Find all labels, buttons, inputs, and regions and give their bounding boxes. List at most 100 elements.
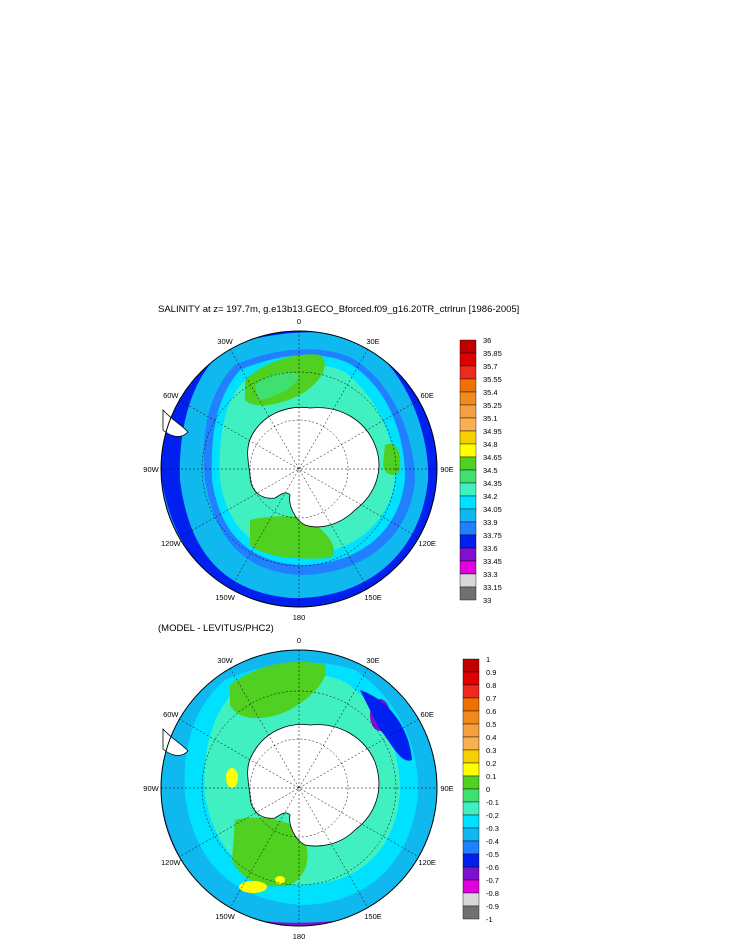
longitude-label: 90W (143, 465, 159, 474)
colorbar-label: 33.75 (483, 531, 502, 540)
salinity-map (160, 330, 438, 608)
colorbar-label: 0.5 (486, 720, 496, 729)
colorbar-label: 34.2 (483, 492, 498, 501)
colorbar-swatch (459, 495, 477, 510)
longitude-label: 150W (215, 593, 236, 602)
colorbar-label: -0.6 (486, 863, 499, 872)
colorbar-label: 34.05 (483, 505, 502, 514)
colorbar-label: 1 (486, 655, 490, 664)
colorbar-swatch (462, 775, 480, 790)
colorbar-swatch (459, 430, 477, 445)
colorbar-label: 34.5 (483, 466, 498, 475)
colorbar-swatch (462, 658, 480, 673)
colorbar-swatch (462, 762, 480, 777)
colorbar-difference: 1 0.9 0.8 0.7 0.6 0.5 0.4 0.3 0.2 0.1 0 -0.1 -0.2 -0.… (462, 655, 499, 924)
colorbar-label: 0.7 (486, 694, 496, 703)
colorbar-label: 0.4 (486, 733, 496, 742)
longitude-label: 90E (440, 465, 453, 474)
colorbar-swatch (462, 814, 480, 829)
longitude-labels-salinity: 0 30E 60E 90E 120E 150E 180 150W 120W 90W 60W 30W (143, 317, 453, 622)
colorbar-swatch (459, 391, 477, 406)
colorbar-swatch (459, 352, 477, 367)
longitude-label: 150E (364, 912, 382, 921)
longitude-label: 60E (421, 391, 434, 400)
colorbar-swatch (459, 482, 477, 497)
colorbar-label: 33.6 (483, 544, 498, 553)
colorbar-label: 33.15 (483, 583, 502, 592)
colorbar-label: 0.1 (486, 772, 496, 781)
longitude-label: 0 (297, 317, 301, 326)
longitude-label: 30E (366, 337, 379, 346)
colorbar-swatch (462, 840, 480, 855)
colorbar-swatch (459, 378, 477, 393)
colorbar-swatch (462, 684, 480, 699)
longitude-label: 150W (215, 912, 236, 921)
colorbar-label: 35.25 (483, 401, 502, 410)
longitude-label: 30E (366, 656, 379, 665)
colorbar-swatch (459, 443, 477, 458)
longitude-labels-difference: 0 30E 60E 90E 120E 150E 180 150W 120W 90W 60W 30W (143, 636, 453, 941)
colorbar-swatch (462, 736, 480, 751)
colorbar-swatch (462, 892, 480, 907)
colorbar-swatch (459, 573, 477, 588)
colorbar-swatch (462, 866, 480, 881)
colorbar-label: 34.95 (483, 427, 502, 436)
colorbar-swatch (462, 710, 480, 725)
colorbar-label: 35.85 (483, 349, 502, 358)
colorbar-swatch (459, 560, 477, 575)
colorbar-swatch (462, 697, 480, 712)
longitude-label: 120W (161, 858, 182, 867)
longitude-label: 120W (161, 539, 182, 548)
colorbar-swatch (462, 853, 480, 868)
colorbar-swatch (462, 801, 480, 816)
longitude-label: 30W (217, 656, 233, 665)
colorbar-swatch (459, 417, 477, 432)
colorbar-label: 33.9 (483, 518, 498, 527)
colorbar-swatch (462, 905, 480, 920)
longitude-label: 180 (293, 932, 306, 941)
colorbar-swatch (459, 456, 477, 471)
colorbar-label: -0.3 (486, 824, 499, 833)
colorbar-swatch (462, 671, 480, 686)
colorbar-label: 33.45 (483, 557, 502, 566)
colorbar-label: -0.7 (486, 876, 499, 885)
colorbar-label: 0.3 (486, 746, 496, 755)
colorbar-label: 0.9 (486, 668, 496, 677)
colorbar-swatch (462, 723, 480, 738)
colorbar-label: 36 (483, 336, 491, 345)
longitude-label: 150E (364, 593, 382, 602)
colorbar-swatch (459, 404, 477, 419)
colorbar-label: 33.3 (483, 570, 498, 579)
colorbar-label: 35.4 (483, 388, 498, 397)
colorbar-label: 0.6 (486, 707, 496, 716)
longitude-label: 60E (421, 710, 434, 719)
colorbar-swatch (459, 586, 477, 601)
longitude-label: 30W (217, 337, 233, 346)
longitude-label: 60W (163, 710, 179, 719)
difference-map (160, 649, 438, 927)
colorbar-label: -0.5 (486, 850, 499, 859)
colorbar-label: 33 (483, 596, 491, 605)
colorbar-label: -0.9 (486, 902, 499, 911)
colorbar-label: -0.4 (486, 837, 499, 846)
colorbar-swatch (459, 469, 477, 484)
colorbar-label: -0.8 (486, 889, 499, 898)
colorbar-swatch (462, 879, 480, 894)
colorbar-label: 34.65 (483, 453, 502, 462)
longitude-label: 90E (440, 784, 453, 793)
colorbar-swatch (459, 534, 477, 549)
longitude-label: 180 (293, 613, 306, 622)
colorbar-label: -0.1 (486, 798, 499, 807)
colorbar-label: 0.2 (486, 759, 496, 768)
colorbar-label: 35.1 (483, 414, 498, 423)
colorbar-swatch (459, 339, 477, 354)
colorbar-swatch (459, 547, 477, 562)
longitude-label: 120E (418, 539, 436, 548)
colorbar-swatch (459, 508, 477, 523)
colorbar-swatch (459, 365, 477, 380)
longitude-label: 90W (143, 784, 159, 793)
colorbar-label: 34.35 (483, 479, 502, 488)
colorbar-label: -1 (486, 915, 493, 924)
longitude-label: 60W (163, 391, 179, 400)
